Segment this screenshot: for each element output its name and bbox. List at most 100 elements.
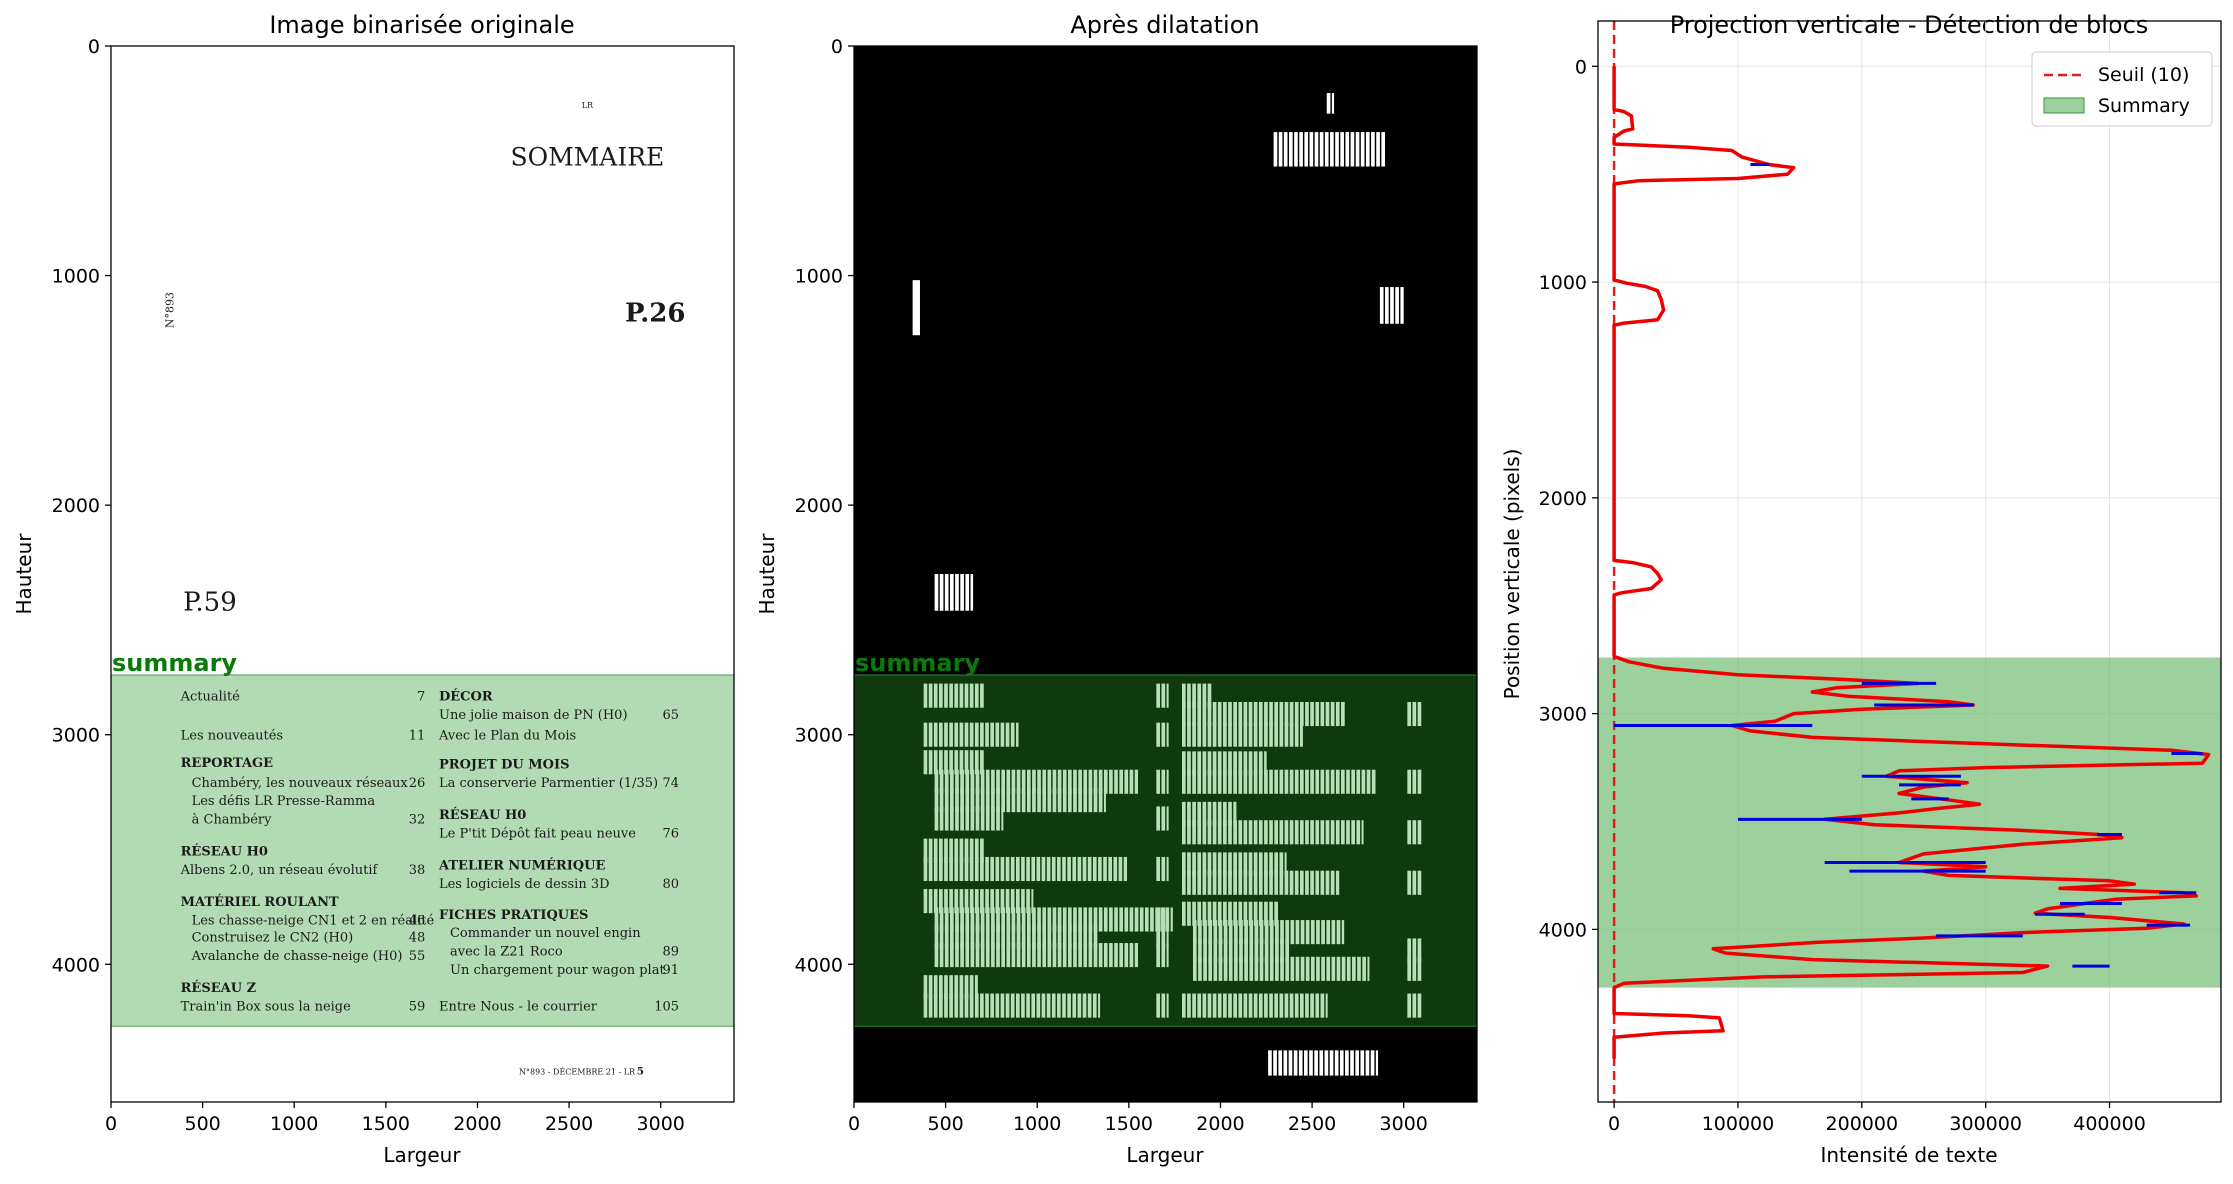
dilated-blob	[1269, 722, 1273, 747]
dilated-blob	[1370, 1050, 1375, 1076]
dilated-blob	[1248, 751, 1253, 776]
dilated-blob	[1077, 993, 1082, 1018]
dilated-blob	[1362, 956, 1366, 981]
dilated-blob	[970, 788, 975, 813]
dilated-blob	[923, 750, 928, 775]
dilated-blob	[1239, 938, 1243, 963]
dilated-blob	[959, 683, 964, 708]
axes-frame	[853, 45, 1478, 1103]
dilated-blob	[1010, 889, 1015, 914]
dilated-blob	[1316, 956, 1320, 981]
dilated-blob	[1000, 722, 1005, 747]
dilated-blob	[934, 788, 939, 813]
dilated-blob	[1031, 993, 1036, 1018]
dilated-blob	[1016, 788, 1021, 813]
dilated-blob	[1264, 820, 1268, 845]
dilated-blob	[949, 993, 953, 1018]
dilated-blob	[1037, 788, 1041, 813]
dilated-blob	[1330, 132, 1334, 167]
dilated-blob	[1279, 870, 1284, 895]
dilated-blob	[1202, 801, 1207, 826]
page-number: 5	[637, 1066, 644, 1077]
dilated-blob	[1010, 856, 1015, 882]
dilated-blob	[1305, 701, 1309, 727]
dilated-blob	[1284, 993, 1289, 1018]
dilated-blob	[1006, 788, 1011, 813]
dilated-blob	[1202, 722, 1207, 747]
dilated-blob	[959, 975, 964, 1000]
dilated-blob	[1233, 769, 1237, 794]
dilated-blob	[1320, 870, 1325, 895]
dilated-blob	[1407, 993, 1412, 1018]
toc-entry-page: 80	[662, 877, 679, 892]
page-label-p59: P.59	[183, 588, 237, 618]
dilated-blob	[1181, 751, 1186, 776]
dilated-blob	[980, 924, 985, 949]
dilated-blob	[1010, 993, 1015, 1018]
dilated-blob	[1114, 943, 1118, 968]
x-tick-label: 0	[848, 1113, 860, 1135]
dilated-blob	[1161, 683, 1166, 708]
legend-summary-swatch	[2043, 97, 2085, 114]
dilated-blob	[1197, 820, 1202, 845]
dilated-blob	[1295, 920, 1300, 945]
dilated-blob	[933, 993, 938, 1018]
dilated-blob	[985, 943, 990, 968]
dilated-blob	[1016, 907, 1021, 932]
dilated-blob	[1181, 801, 1186, 826]
dilated-blob	[1321, 920, 1325, 945]
toc-entry-label: Les logiciels de dessin 3D	[439, 877, 610, 892]
dilated-blob	[959, 889, 964, 914]
dilated-blob	[1320, 820, 1325, 845]
y-tick-label: 3000	[795, 725, 843, 747]
dilated-blob	[1417, 956, 1422, 981]
dilated-blob	[1046, 993, 1051, 1018]
dilated-blob	[1192, 852, 1196, 877]
dilated-blob	[1197, 683, 1202, 708]
dilated-blob	[1279, 820, 1284, 845]
toc-entry-label: à Chambéry	[192, 812, 273, 827]
dilated-blob	[960, 769, 964, 794]
dilated-blob	[1248, 701, 1253, 727]
dilated-blob	[939, 924, 944, 949]
dilated-blob	[944, 750, 948, 775]
dilated-blob	[928, 856, 933, 882]
dilated-blob	[1223, 751, 1227, 776]
dilated-blob	[964, 889, 969, 914]
dilated-blob	[944, 856, 948, 882]
dilated-blob	[969, 683, 974, 708]
dilated-blob	[1299, 722, 1303, 747]
dilated-blob	[1139, 907, 1144, 932]
dilated-blob	[1264, 701, 1268, 727]
dilated-blob	[965, 907, 970, 932]
dilated-blob	[1233, 820, 1237, 845]
dilated-blob	[985, 889, 989, 914]
dilated-blob	[1233, 870, 1237, 895]
x-tick-label: 200000	[1826, 1113, 1899, 1135]
dilated-blob	[1268, 1050, 1272, 1076]
dilated-blob	[1239, 920, 1243, 945]
dilated-blob	[1202, 993, 1207, 1018]
dilated-blob	[1062, 907, 1067, 932]
dilated-blob	[974, 838, 979, 863]
dilated-blob	[1279, 993, 1284, 1018]
panel-title: Projection verticale - Détection de bloc…	[1670, 11, 2149, 39]
dilated-blob	[934, 769, 939, 794]
dilated-blob	[1244, 938, 1248, 963]
dilated-blob	[1269, 769, 1273, 794]
dilated-blob	[1379, 287, 1384, 324]
dilated-blob	[1228, 801, 1232, 826]
dilated-blob	[1016, 769, 1021, 794]
dilated-blob	[954, 838, 959, 863]
dilated-blob	[939, 975, 943, 1000]
dilated-blob	[1042, 924, 1047, 949]
dilated-blob	[975, 769, 980, 794]
dilated-blob	[954, 683, 959, 708]
dilated-blob	[1284, 722, 1289, 747]
dilated-blob	[1098, 993, 1101, 1018]
dilated-blob	[1088, 769, 1093, 794]
y-tick-label: 2000	[1539, 488, 1587, 510]
dilated-blob	[1198, 956, 1202, 981]
dilated-blob	[1207, 751, 1212, 776]
dilated-blob	[1300, 956, 1305, 981]
